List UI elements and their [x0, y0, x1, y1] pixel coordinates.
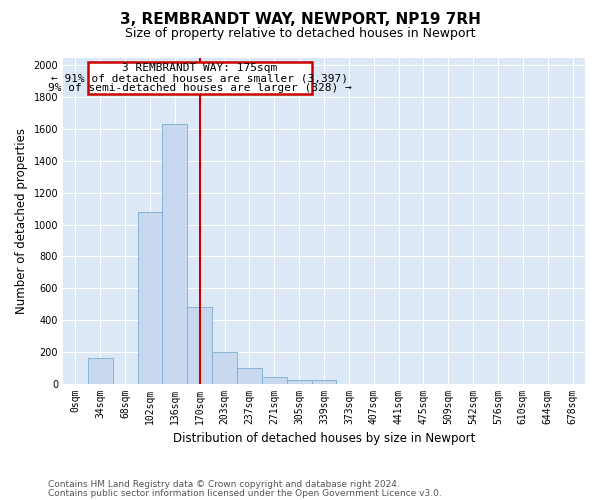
Bar [88, 358, 113, 384]
Text: Contains public sector information licensed under the Open Government Licence v3: Contains public sector information licen… [48, 488, 442, 498]
Text: ← 91% of detached houses are smaller (3,397): ← 91% of detached houses are smaller (3,… [51, 74, 348, 84]
Text: 9% of semi-detached houses are larger (328) →: 9% of semi-detached houses are larger (3… [48, 84, 352, 94]
Bar [262, 377, 287, 384]
Bar [287, 380, 311, 384]
Text: Contains HM Land Registry data © Crown copyright and database right 2024.: Contains HM Land Registry data © Crown c… [48, 480, 400, 489]
X-axis label: Distribution of detached houses by size in Newport: Distribution of detached houses by size … [173, 432, 475, 445]
Text: 3, REMBRANDT WAY, NEWPORT, NP19 7RH: 3, REMBRANDT WAY, NEWPORT, NP19 7RH [119, 12, 481, 28]
Text: Size of property relative to detached houses in Newport: Size of property relative to detached ho… [125, 28, 475, 40]
Bar [187, 307, 212, 384]
Bar [88, 62, 311, 94]
Bar [163, 124, 187, 384]
Text: 3 REMBRANDT WAY: 175sqm: 3 REMBRANDT WAY: 175sqm [122, 63, 277, 73]
Bar [237, 368, 262, 384]
Y-axis label: Number of detached properties: Number of detached properties [15, 128, 28, 314]
Bar [212, 352, 237, 384]
Bar [311, 380, 337, 384]
Bar [137, 212, 163, 384]
